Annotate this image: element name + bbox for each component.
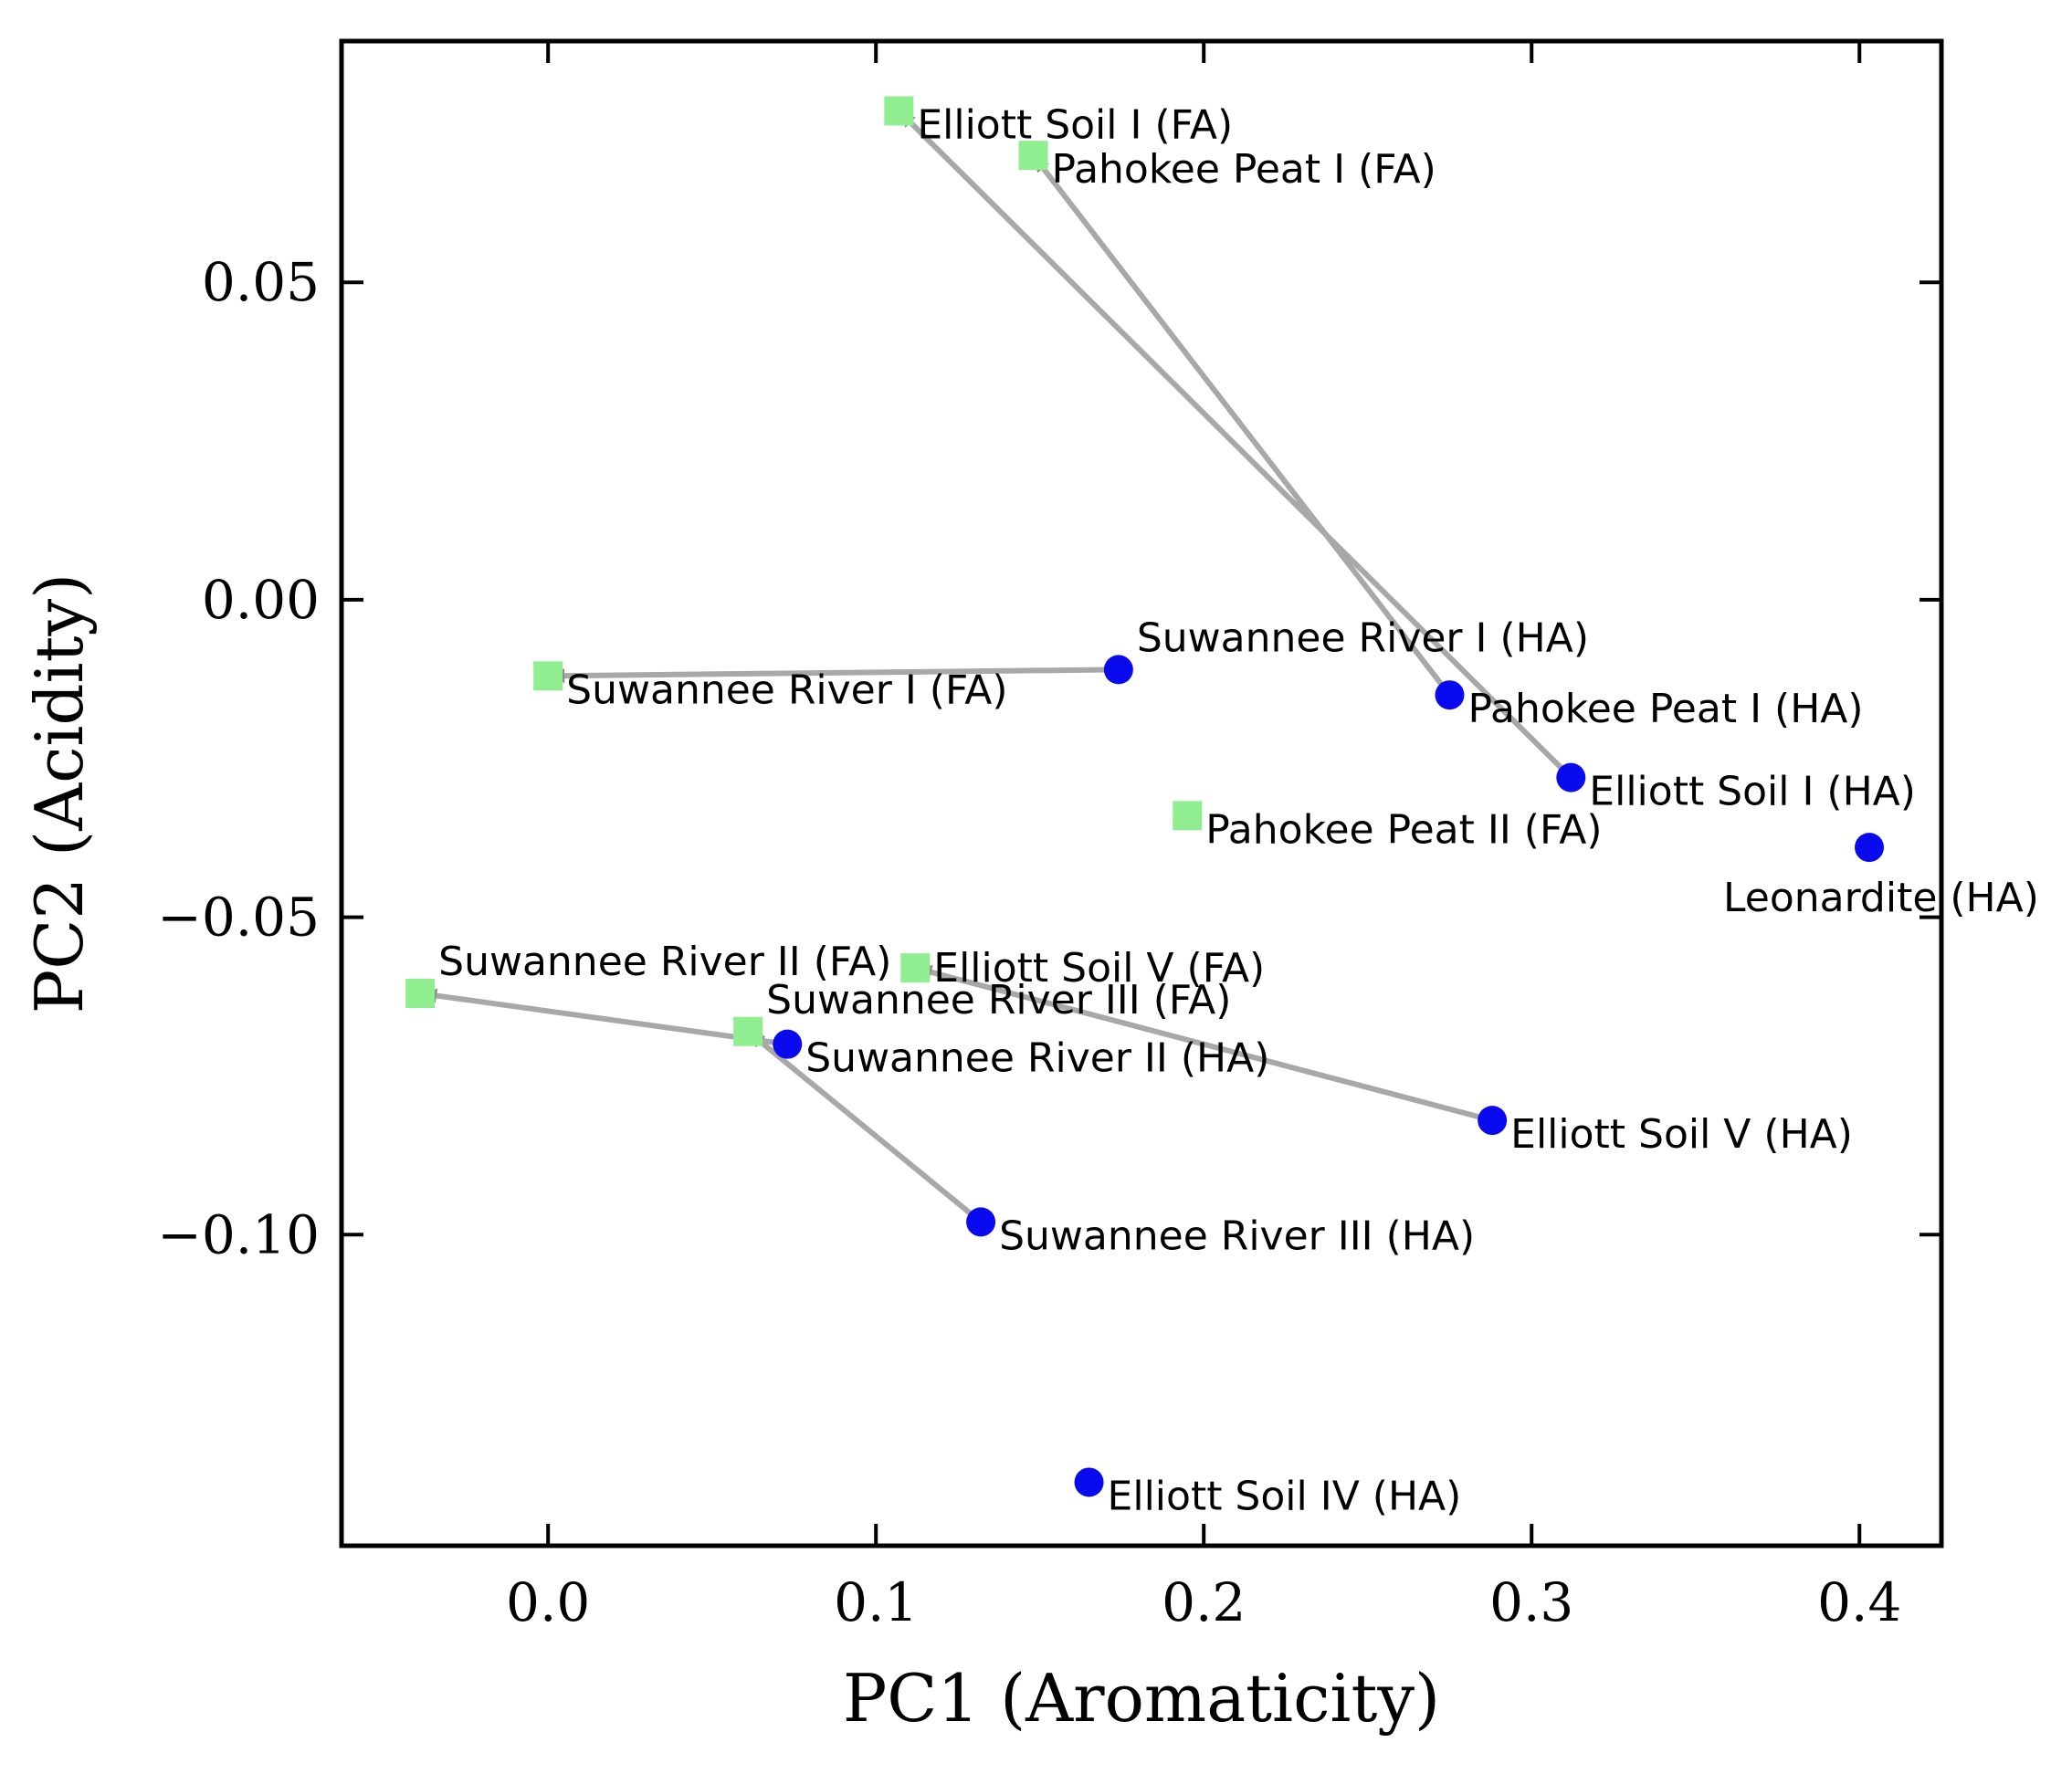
ha-point-suwannee-river-iii-ha <box>966 1207 996 1237</box>
ha-point-elliott-soil-i-ha <box>1556 762 1586 793</box>
point-label-suwannee-river-ii-ha: Suwannee River II (HA) <box>805 1035 1269 1082</box>
fa-point-suwannee-river-ii-fa <box>405 979 436 1009</box>
point-label-leonardite-ha: Leonardite (HA) <box>1723 875 2039 921</box>
point-label-suwannee-river-i-ha: Suwannee River I (HA) <box>1137 614 1589 661</box>
point-label-elliott-soil-v-fa: Elliott Soil V (FA) <box>933 945 1265 992</box>
arrow-line <box>417 991 791 1047</box>
plot-frame <box>339 38 1944 1548</box>
point-label-elliott-soil-i-fa: Elliott Soil I (FA) <box>917 101 1233 148</box>
arrow-line <box>545 667 1121 679</box>
fa-point-pahokee-peat-ii-fa <box>1173 801 1203 831</box>
y-tick-label: 0.00 <box>202 569 320 631</box>
ha-point-pahokee-peat-i-ha <box>1435 680 1465 710</box>
point-label-elliott-soil-i-ha: Elliott Soil I (HA) <box>1589 769 1916 815</box>
point-label-suwannee-river-iii-fa: Suwannee River III (FA) <box>766 977 1231 1023</box>
point-label-pahokee-peat-i-fa: Pahokee Peat I (FA) <box>1052 146 1436 193</box>
y-tick-label: 0.05 <box>202 251 320 313</box>
x-tick-label: 0.4 <box>1817 1571 1901 1633</box>
fa-point-suwannee-river-i-fa <box>533 661 563 691</box>
ticks-layer: 0.0 0.1 0.2 0.3 0.4 0.05 0.00 −0.05 −0.10 <box>157 41 1941 1633</box>
point-label-pahokee-peat-ii-fa: Pahokee Peat II (FA) <box>1205 806 1602 853</box>
fa-point-pahokee-peat-i-fa <box>1018 141 1048 171</box>
x-tick-label: 0.0 <box>506 1571 590 1633</box>
fa-point-elliott-soil-v-fa <box>900 953 931 983</box>
point-label-suwannee-river-ii-fa: Suwannee River II (FA) <box>438 939 891 985</box>
ha-point-elliott-soil-v-ha <box>1478 1106 1508 1136</box>
ha-point-elliott-soil-iv-ha <box>1074 1467 1104 1497</box>
x-tick-label: 0.1 <box>834 1571 918 1633</box>
y-axis-label: PC2 (Acidity) <box>21 573 98 1013</box>
point-label-pahokee-peat-i-ha: Pahokee Peat I (HA) <box>1467 686 1863 732</box>
x-axis-label: PC1 (Aromaticity) <box>843 1660 1440 1737</box>
arrow-line <box>896 108 1574 781</box>
arrow-line <box>912 965 1496 1124</box>
fa-point-suwannee-river-iii-fa <box>733 1016 763 1046</box>
ha-point-suwannee-river-ii-ha <box>773 1029 803 1059</box>
point-label-suwannee-river-iii-ha: Suwannee River III (HA) <box>999 1212 1475 1259</box>
x-tick-label: 0.2 <box>1162 1571 1246 1633</box>
fa-point-elliott-soil-i-fa <box>884 96 914 126</box>
ha-point-leonardite-ha <box>1855 833 1885 863</box>
labels-layer: Suwannee River I (HA) Pahokee Peat I (HA)… <box>438 101 2039 1519</box>
arrow-line <box>745 1028 984 1225</box>
point-label-elliott-soil-v-ha: Elliott Soil V (HA) <box>1510 1111 1853 1158</box>
arrow-line <box>1030 152 1453 698</box>
point-label-suwannee-river-i-fa: Suwannee River I (FA) <box>566 667 1007 713</box>
y-tick-label: −0.10 <box>157 1203 320 1265</box>
y-tick-label: −0.05 <box>157 887 320 949</box>
point-label-elliott-soil-iv-ha: Elliott Soil IV (HA) <box>1108 1473 1462 1519</box>
points-layer <box>405 96 1885 1497</box>
x-tick-label: 0.3 <box>1489 1571 1573 1633</box>
ha-point-suwannee-river-i-ha <box>1103 655 1133 685</box>
